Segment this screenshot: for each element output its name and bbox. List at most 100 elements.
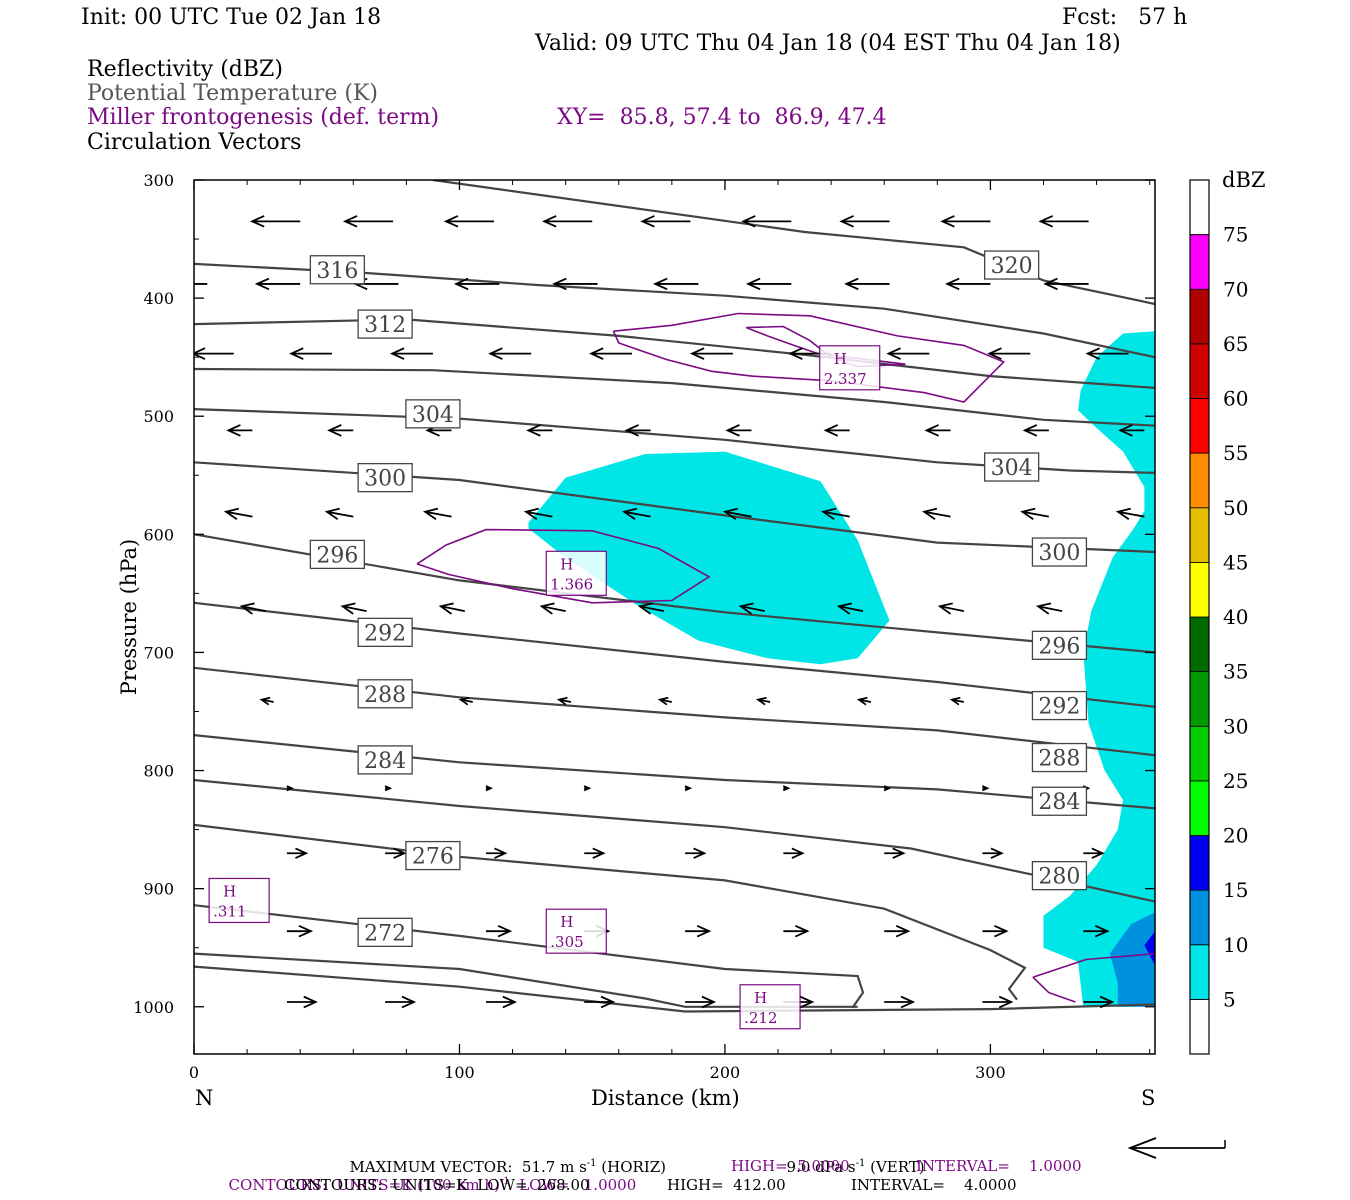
vector-7-1-head: [384, 785, 393, 792]
vector-2-6-head: [788, 347, 803, 360]
vector-5-1-head: [340, 602, 356, 615]
isentrope-label-15: 276: [405, 840, 461, 871]
vector-4-6-shaft: [823, 510, 850, 518]
vector-0-4-head: [542, 215, 557, 228]
high-letter: H: [754, 989, 767, 1007]
vector-0-5-head: [640, 215, 655, 228]
isentrope-label-14: 284: [1031, 786, 1088, 816]
vector-2-2: [389, 347, 433, 360]
y-tick-label-400: 400: [143, 289, 174, 308]
vector-3-8-head: [1022, 424, 1038, 437]
vector-7-6: [883, 785, 892, 792]
vector-1-9: [1043, 277, 1089, 291]
isentrope-label-text: 312: [364, 313, 406, 338]
vector-3-1: [327, 424, 354, 437]
vector-6-0: [259, 696, 274, 706]
isentrope-288: [194, 666, 1155, 757]
y-tick-label-900: 900: [143, 880, 174, 899]
high-box: [545, 550, 607, 596]
vector-7-2-head: [485, 785, 494, 792]
vector-1-6: [745, 277, 792, 291]
vector-8-7: [982, 847, 1004, 859]
vector-8-3-head: [592, 847, 606, 859]
vector-7-7: [981, 785, 990, 792]
isentrope-label-16: 280: [1031, 861, 1088, 891]
colorbar-label-60: 60: [1223, 387, 1248, 411]
vector-3-4: [624, 424, 651, 437]
vector-9-0-head: [298, 924, 314, 938]
isentrope-label-5: 300: [357, 462, 413, 493]
isentrope-label-text: 292: [1038, 695, 1080, 720]
footer-max-vector-vert: 9.0 dPa s-1 (VERT): [786, 1158, 925, 1176]
isentrope-label-9: 292: [357, 617, 413, 648]
frontogenesis-contour-1: [745, 325, 906, 368]
high-letter: H: [223, 882, 236, 900]
vector-8-2-head: [494, 847, 508, 859]
vector-6-3-head: [556, 696, 568, 706]
colorbar-label-35: 35: [1223, 660, 1248, 684]
isentrope-label-text: 296: [316, 543, 358, 568]
vector-9-6-head: [895, 924, 911, 938]
high-letter: H: [834, 350, 847, 368]
vector-9-0: [286, 924, 314, 938]
vector-10-4-head: [701, 995, 717, 1009]
vector-7-1: [384, 785, 393, 792]
vector-7-3: [583, 785, 592, 792]
footer-contours-theta: CONTOURS: UNITS=K LOW= 268.00: [284, 1176, 590, 1194]
vector-8-8-head: [1091, 847, 1105, 859]
vector-10-1-head: [401, 995, 417, 1009]
isentrope-308: [194, 367, 1155, 427]
x-tick-label-0: 0: [189, 1063, 199, 1082]
colorbar-unit: dBZ: [1222, 168, 1266, 192]
vector-10-4: [685, 995, 717, 1009]
vector-1-8-head: [945, 277, 960, 291]
vector-0-2: [342, 215, 394, 228]
vector-4-5-shaft: [724, 510, 752, 518]
high-value: .212: [744, 1009, 777, 1027]
vector-6-2-head: [458, 696, 470, 706]
vector-0-4: [542, 215, 593, 228]
colorbar-label-15: 15: [1223, 878, 1248, 902]
vector-5-2: [438, 602, 465, 615]
frontogenesis-high-4: H .212: [739, 984, 801, 1030]
vector-5-5-shaft: [740, 605, 765, 612]
vector-5-1-shaft: [342, 605, 367, 612]
isentrope-label-6: 300: [1031, 537, 1088, 567]
vector-4-6-head: [821, 507, 837, 521]
vector-0-5: [640, 215, 691, 228]
vector-6-0-head: [259, 696, 271, 706]
vector-5-6: [836, 602, 864, 615]
vector-10-6: [884, 995, 916, 1009]
vector-7-5-head: [782, 785, 791, 792]
vector-1-0-head: [164, 279, 176, 290]
vector-5-2-head: [438, 602, 454, 615]
vector-4-3-shaft: [525, 510, 553, 518]
y-tick-label-500: 500: [143, 407, 174, 426]
isentrope-label-text: 284: [1038, 790, 1080, 815]
vector-3-3: [526, 424, 553, 437]
footer-contours-frontogenesis-interval: INTERVAL= 1.0000: [916, 1157, 1082, 1175]
isentrope-label-box: [1031, 630, 1088, 660]
vector-7-0-head: [286, 785, 294, 792]
vector-1-6-head: [745, 277, 761, 291]
vector-8-2: [486, 847, 508, 859]
frontogenesis-contour-0: [612, 312, 1006, 403]
colorbar-label-65: 65: [1223, 332, 1248, 356]
isentrope-272: [194, 904, 865, 1009]
high-box: [819, 345, 881, 391]
high-box: [739, 984, 801, 1030]
vector-2-1-head: [289, 347, 304, 360]
isentrope-label-box: [983, 250, 1040, 280]
vector-4-8-shaft: [1022, 510, 1049, 518]
vector-7-0: [286, 785, 294, 792]
vector-4-9: [1115, 507, 1145, 521]
colorbar-bin-45: [1189, 507, 1210, 563]
forecast-hour: Fcst: 57 h: [1062, 5, 1188, 30]
footer-contours-theta-interval: INTERVAL= 4.0000: [851, 1176, 1017, 1194]
isentrope-label-box: [357, 917, 413, 947]
colorbar-bin-25: [1189, 725, 1210, 782]
vector-5-7-shaft: [939, 605, 965, 612]
vector-9-4-head: [696, 924, 712, 938]
vector-9-8: [1083, 924, 1110, 938]
vector-3-1-head: [327, 424, 342, 437]
